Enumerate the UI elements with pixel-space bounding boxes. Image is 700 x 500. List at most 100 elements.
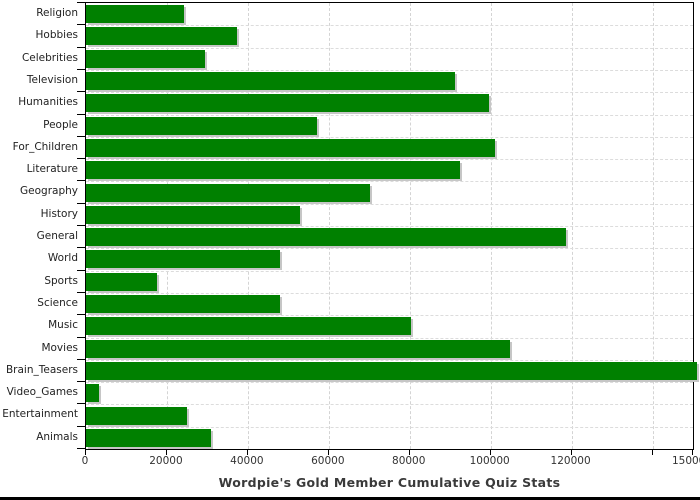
bar-general — [86, 228, 566, 247]
bar-brain-teasers — [86, 361, 698, 380]
y-label-for-children: For_Children — [12, 140, 78, 153]
y-axis-tick — [77, 2, 85, 3]
y-axis-tick — [77, 91, 85, 93]
y-label-people: People — [43, 118, 78, 131]
y-axis-tick — [77, 291, 85, 293]
horizontal-gridline — [86, 292, 693, 294]
y-label-music: Music — [48, 319, 78, 332]
image-bottom-border — [0, 497, 700, 500]
y-label-humanities: Humanities — [18, 96, 78, 109]
x-tick-label-80000: 80000 — [392, 455, 426, 467]
y-axis-tick — [77, 269, 85, 271]
y-axis-tick — [77, 425, 85, 427]
chart-title: Wordpie's Gold Member Cumulative Quiz St… — [218, 475, 561, 490]
bar-video-games — [86, 384, 99, 403]
bar-celebrities — [86, 49, 205, 68]
y-label-literature: Literature — [26, 163, 78, 176]
y-label-science: Science — [37, 296, 78, 309]
y-axis-tick — [77, 202, 85, 204]
x-tick-label-20000: 20000 — [149, 455, 183, 467]
bar-hobbies — [86, 27, 237, 46]
bar-for-children — [86, 138, 495, 157]
x-axis-tick — [246, 449, 248, 455]
x-axis-tick — [408, 449, 410, 455]
x-tick-label-150000: 150000 — [671, 455, 700, 467]
bar-people — [86, 116, 318, 135]
y-axis-labels: Religion Hobbies Celebrities Television Huma… — [0, 2, 78, 449]
horizontal-gridline — [86, 92, 693, 94]
y-label-video-games: Video_Games — [6, 386, 78, 399]
bar-television — [86, 72, 456, 91]
y-axis-tick — [77, 113, 85, 115]
y-axis-tick — [77, 68, 85, 70]
y-label-movies: Movies — [41, 341, 78, 354]
y-label-entertainment: Entertainment — [2, 408, 78, 421]
bar-religion — [86, 5, 185, 24]
y-label-sports: Sports — [44, 274, 78, 287]
y-axis-tick — [77, 247, 85, 249]
x-tick-label-60000: 60000 — [311, 455, 345, 467]
y-label-world: World — [47, 252, 78, 265]
horizontal-gridline — [86, 226, 693, 227]
y-axis-tick — [77, 158, 85, 160]
bar-music — [86, 317, 412, 336]
y-label-religion: Religion — [36, 7, 78, 19]
horizontal-gridline — [86, 114, 693, 116]
horizontal-gridline — [86, 359, 693, 361]
horizontal-gridline — [86, 159, 693, 161]
x-axis-tick — [489, 449, 491, 455]
bar-movies — [86, 339, 511, 358]
horizontal-gridline — [86, 25, 693, 27]
y-axis-tick — [77, 180, 85, 182]
bar-science — [86, 295, 281, 314]
y-label-television: Television — [26, 73, 78, 86]
y-label-hobbies: Hobbies — [35, 29, 79, 42]
bar-world — [86, 250, 281, 269]
y-label-brain-teasers: Brain_Teasers — [5, 363, 78, 376]
horizontal-gridline — [86, 181, 693, 183]
x-axis-tick — [570, 449, 572, 455]
x-tick-label-40000: 40000 — [230, 455, 264, 467]
y-axis-tick — [77, 358, 85, 360]
horizontal-gridline — [86, 270, 693, 272]
horizontal-gridline — [86, 69, 693, 71]
x-axis-tick — [85, 449, 86, 455]
x-axis-tick — [692, 449, 693, 455]
x-tick-label-0: 0 — [81, 455, 89, 467]
horizontal-gridline — [86, 203, 693, 205]
x-axis-tick — [651, 449, 653, 455]
horizontal-gridline — [86, 404, 693, 406]
y-label-animals: Animals — [36, 430, 78, 443]
x-axis-tick — [327, 449, 329, 455]
y-axis-tick — [77, 403, 85, 405]
horizontal-gridline — [86, 337, 693, 339]
plot-area — [85, 2, 698, 450]
horizontal-gridline — [86, 426, 693, 428]
y-axis-tick — [77, 448, 85, 449]
y-axis-tick — [77, 225, 85, 226]
y-axis-tick — [77, 314, 85, 316]
horizontal-gridline — [86, 315, 693, 317]
bar-entertainment — [86, 406, 187, 425]
bar-geography — [86, 183, 371, 202]
x-tick-label-120000: 120000 — [550, 455, 591, 467]
x-tick-label-100000: 100000 — [469, 455, 510, 467]
horizontal-gridline — [86, 382, 693, 384]
bar-literature — [86, 161, 460, 180]
y-label-celebrities: Celebrities — [21, 51, 78, 64]
y-label-history: History — [40, 207, 78, 220]
bar-humanities — [86, 94, 489, 113]
bar-animals — [86, 428, 211, 447]
horizontal-gridline — [86, 248, 693, 250]
y-axis-tick — [77, 46, 85, 48]
y-axis-tick — [77, 336, 85, 338]
y-axis-tick — [77, 135, 85, 137]
bar-history — [86, 205, 301, 224]
x-axis-tick — [165, 449, 167, 455]
y-label-general: General — [36, 230, 78, 242]
y-axis-tick — [77, 24, 85, 26]
y-axis-tick — [77, 381, 85, 383]
bar-sports — [86, 272, 157, 291]
horizontal-gridline — [86, 47, 693, 49]
